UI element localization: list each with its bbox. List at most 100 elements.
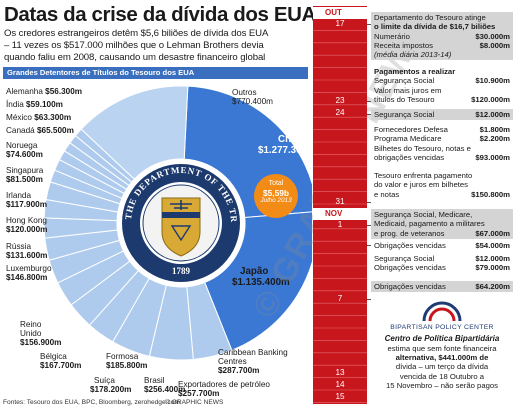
slice-value: $185.800m: [106, 361, 148, 371]
slice-value: $63.300m: [34, 113, 72, 122]
connector: [367, 24, 371, 25]
slice-name: Singapura: [6, 166, 44, 175]
event-row: e prog. de veteranos $67.000m: [374, 228, 510, 238]
event-row: Obrigações vencidas $64.200m: [374, 282, 510, 291]
label-noruega: Noruega $74.600m: [6, 141, 43, 159]
event-row: e notas $150.800m: [374, 189, 510, 199]
event-nov-1: Segurança Social, Medicare, Medicaid, pa…: [371, 209, 513, 239]
slice-name: Brasil: [144, 376, 165, 385]
label-irlanda: Irlanda $117.900m: [6, 191, 47, 209]
total-badge: Total $5,59b Julho 2013: [254, 174, 298, 218]
slice-name: Japão: [240, 266, 269, 277]
label-india: Índia $59.100m: [6, 100, 63, 109]
total-label: Total: [268, 180, 284, 187]
event-row: Tesouro enfrenta pagamento: [374, 171, 473, 180]
slice-value: $770.400m: [232, 97, 273, 107]
pie-svg: THE DEPARTMENT OF THE TREASURY 1789: [0, 80, 312, 361]
slice-value: $167.700m: [40, 361, 82, 371]
event-row: Segurança Social $12.000m: [374, 254, 510, 263]
slice-value: $287.700m: [218, 366, 260, 376]
slice-value: $1.135.400m: [232, 277, 290, 288]
label-hong-kong: Hong Kong $120.000m: [6, 216, 47, 234]
event-row: Medicaid, pagamento a militares: [374, 219, 485, 229]
label-mexico: México $63.300m: [6, 113, 71, 122]
slice-name: Reino Unido: [20, 320, 42, 339]
event-note: (média diária 2013-14): [374, 50, 452, 60]
month-oct: OUT: [313, 7, 367, 19]
event-text: Departamento do Tesouro atinge: [374, 13, 486, 22]
event-oct-31: Tesouro enfrenta pagamento do valor e ju…: [371, 170, 513, 200]
label-belgica: Bélgica $167.700m: [40, 352, 81, 370]
day-31: 31: [335, 197, 345, 206]
connector: [367, 299, 371, 300]
event-row: obrigações vencidas $93.000m: [374, 152, 510, 162]
event-row: Numerário $30.000m: [374, 31, 510, 41]
slice-value: $257.700m: [178, 389, 220, 399]
slice-name: Irlanda: [6, 191, 32, 200]
day-15: 15: [335, 392, 345, 401]
pie-chart: THE DEPARTMENT OF THE TREASURY 1789 Outr…: [0, 80, 316, 399]
slice-value: $74.600m: [6, 150, 43, 160]
slice-name: Caribbean Banking Centres: [218, 348, 288, 367]
page-title: Datas da crise da dívida dos EUA: [4, 3, 316, 26]
bpc-name: BIPARTISAN POLICY CENTER: [390, 324, 494, 331]
slice-value: $120.000m: [6, 225, 48, 235]
bpc-line: 15 Novembro – não serão pagos: [386, 380, 498, 390]
slice-name: Suíça: [94, 376, 115, 385]
day-14: 14: [335, 380, 345, 389]
total-value: $5,59b: [262, 187, 290, 198]
bpc-line: dívida – um terço da dívida: [395, 362, 489, 372]
label-brasil: Brasil $256.400m: [144, 376, 185, 394]
label-singapura: Singapura $81.500m: [6, 166, 43, 184]
event-oct-24-b: Fornecedores Defesa $1.800m Programa Medi…: [371, 124, 513, 163]
event-row: Valor mais juros em: [374, 85, 442, 95]
bpc-line: vencida de 18 Outubro a: [399, 371, 485, 381]
connector: [367, 202, 371, 203]
event-nov-7: Segurança Social $12.000m Obrigações venc…: [371, 253, 513, 274]
slice-value: $146.800m: [6, 273, 48, 283]
label-reino-unido: Reino Unido $156.900m: [20, 320, 61, 348]
day-7: 7: [337, 294, 343, 303]
slice-name: Outros: [232, 88, 257, 97]
slice-value: $117.900m: [6, 200, 47, 210]
label-japao: Japão $1.135.400m: [232, 266, 290, 288]
label-outros: Outros $770.400m: [232, 88, 273, 106]
event-text: o limite da dívida de $16,7 biliões: [374, 22, 496, 32]
seal-year: 1789: [172, 266, 191, 276]
connector: [367, 114, 371, 115]
event-row: Segurança Social, Medicare,: [374, 210, 473, 219]
subtitle-line: Os credores estrangeiros detêm $5,6 bili…: [4, 28, 269, 39]
timeline-bar: [313, 6, 367, 404]
slice-name: Formosa: [106, 352, 139, 361]
event-row: do valor e juros em bilhetes: [374, 180, 469, 190]
slice-name: Exportadores de petróleo: [178, 380, 270, 389]
slice-name: China: [278, 134, 306, 145]
slice-value: $256.400m: [144, 385, 186, 395]
event-row: Segurança Social $10.900m: [374, 76, 510, 86]
sources: Fontes: Tesouro dos EUA, BPC, Bloomberg,…: [3, 399, 180, 406]
event-row: Obrigações vencidas $79.000m: [374, 263, 510, 273]
event-row: Receita impostos $8.000m: [374, 40, 510, 50]
slice-name: Noruega: [6, 141, 38, 150]
day-13: 13: [335, 368, 345, 377]
label-caribbean: Caribbean Banking Centres $287.700m: [218, 348, 298, 376]
subtitle-line: – 11 vezes os $517.000 milhões que o Leh…: [4, 39, 264, 51]
label-formosa: Formosa $185.800m: [106, 352, 147, 370]
slice-name: Hong Kong: [6, 216, 47, 225]
event-row: Fornecedores Defesa $1.800m: [374, 125, 510, 134]
slice-name: Índia: [6, 100, 24, 109]
slice-name: Canadá: [6, 126, 35, 135]
chart-header: Grandes Detentores de Títulos do Tesouro…: [3, 67, 308, 79]
event-heading: Pagamentos a realizar: [374, 67, 456, 76]
slice-value: $65.500m: [36, 126, 74, 135]
event-row: Bilhetes do Tesouro, notas e: [374, 143, 471, 153]
bpc-panel: BIPARTISAN POLICY CENTER Centro de Polít…: [371, 296, 513, 396]
label-suica: Suíça $178.200m: [90, 376, 131, 394]
bpc-line: estima que sem fonte financeira: [387, 344, 497, 353]
slice-name: Luxemburgo: [6, 264, 52, 273]
label-alemanha: Alemanha $56.300m: [6, 87, 82, 96]
slice-value: $178.200m: [90, 385, 132, 395]
slice-value: $56.300m: [45, 87, 83, 96]
event-row: títulos do Tesouro $120.000m: [374, 94, 510, 104]
label-russia: Rússia $131.600m: [6, 242, 47, 260]
